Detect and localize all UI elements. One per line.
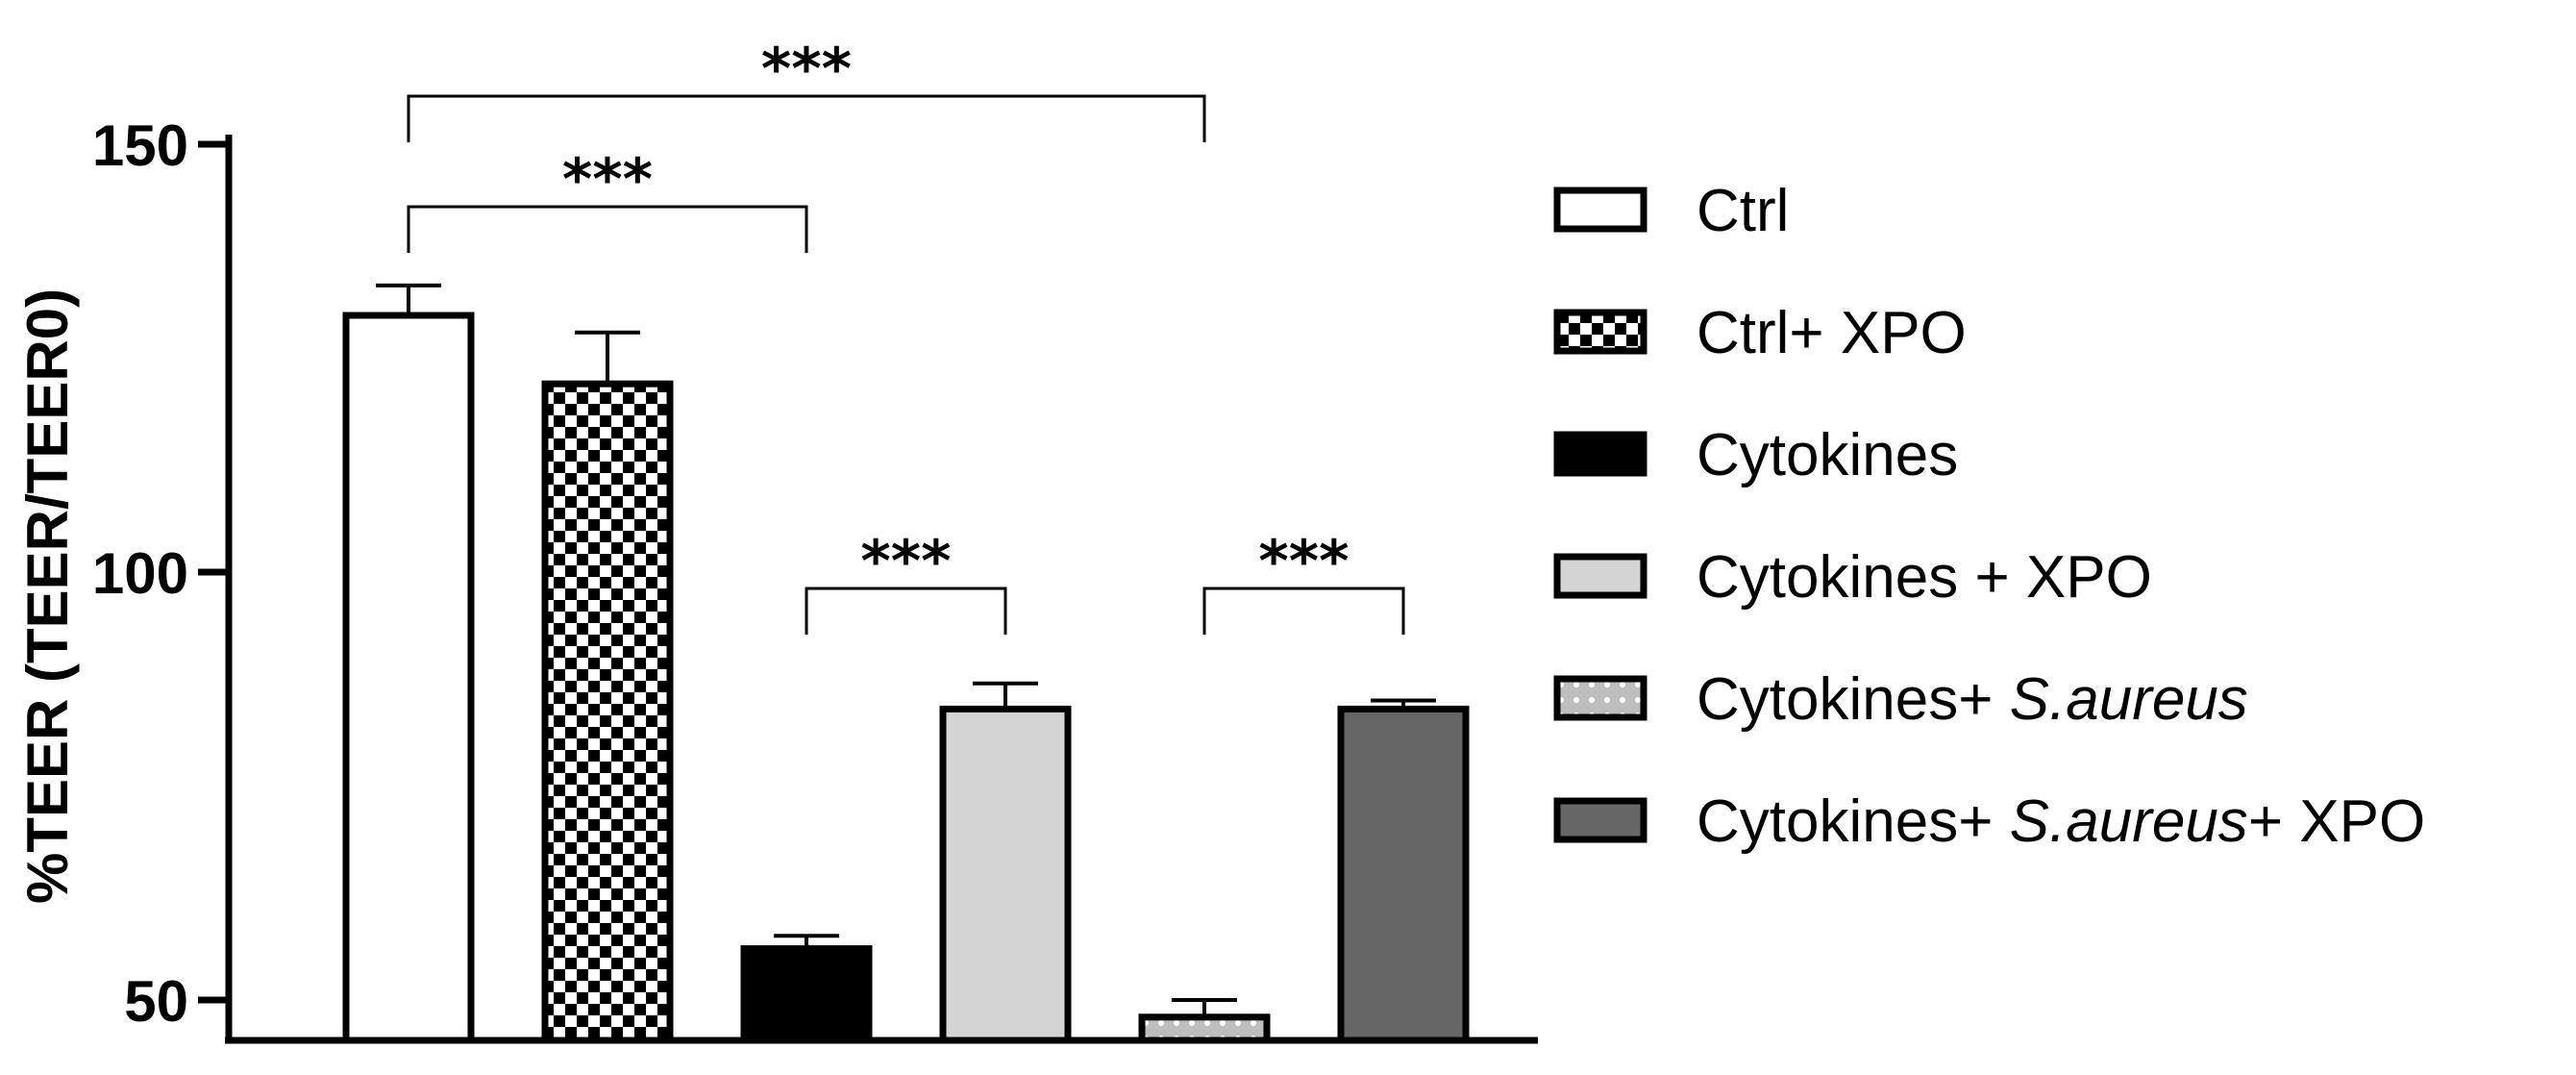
significance-brackets: *** *** *** *** (407, 36, 1405, 635)
significance-label: *** (860, 528, 951, 595)
y-tick-label: 150 (92, 113, 188, 178)
legend-swatch-4 (1553, 553, 1647, 599)
bars (342, 283, 1470, 1044)
legend: Ctrl Ctrl+ XPO Cytokines Cytokines + XPO Cyt… (1553, 178, 2425, 855)
significance-bracket (407, 94, 1206, 142)
legend-swatch-3 (1553, 431, 1647, 477)
bar-3 (740, 945, 873, 1044)
legend-swatch-2 (1553, 309, 1647, 355)
bar-6 (1337, 705, 1470, 1044)
y-tick-label: 50 (124, 969, 188, 1034)
bar-2 (541, 380, 674, 1044)
significance-label: *** (562, 146, 653, 213)
legend-label-5: Cytokines+ S.aureus (1697, 666, 2248, 733)
significance-label: *** (761, 36, 852, 103)
legend-label-4: Cytokines + XPO (1697, 544, 2152, 611)
bar-5 (1138, 1013, 1271, 1044)
bar-1 (342, 312, 475, 1044)
significance-label: *** (1258, 528, 1349, 595)
bar-4 (939, 705, 1072, 1044)
legend-label-6: Cytokines+ S.aureus+ XPO (1697, 788, 2425, 855)
significance-bracket (407, 205, 808, 253)
significance-bracket (1202, 587, 1405, 635)
legend-label-1: Ctrl (1697, 178, 1789, 244)
legend-label-2: Ctrl+ XPO (1697, 300, 1967, 366)
significance-bracket (805, 587, 1007, 635)
legend-label-3: Cytokines (1697, 422, 1958, 488)
y-tick-label: 100 (92, 541, 188, 606)
legend-swatch-1 (1553, 187, 1647, 233)
y-axis-label: %TEER (TEER/TEER0) (15, 288, 80, 904)
legend-swatch-5 (1553, 675, 1647, 721)
legend-swatch-6 (1553, 797, 1647, 843)
